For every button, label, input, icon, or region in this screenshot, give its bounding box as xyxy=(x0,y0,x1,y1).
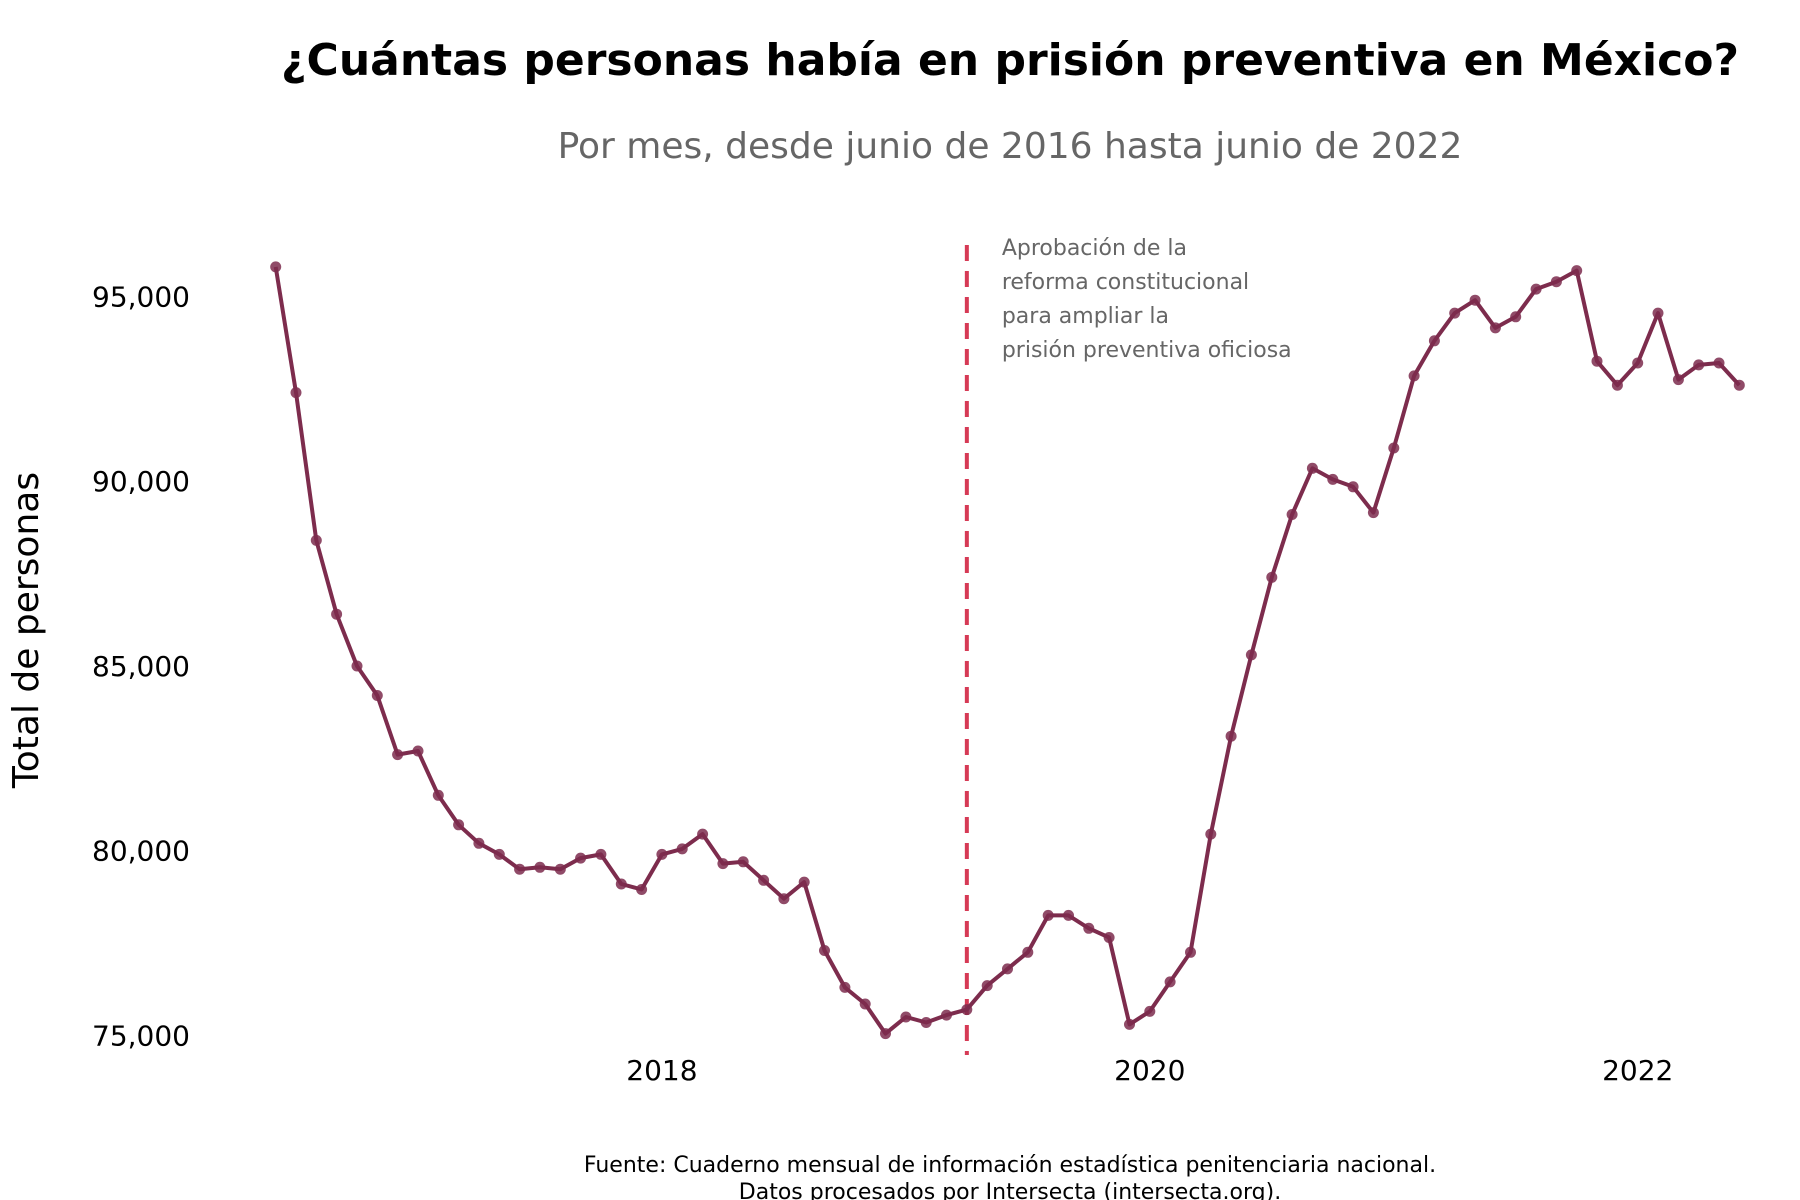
y-axis: 75,000 80,000 85,000 90,000 95,000 xyxy=(92,281,190,1053)
series-line xyxy=(273,266,1741,1036)
data-point xyxy=(534,861,546,873)
data-point xyxy=(1550,276,1562,288)
data-point xyxy=(819,945,830,956)
data-point xyxy=(1327,473,1339,485)
caption-line: Fuente: Cuaderno mensual de información … xyxy=(584,1153,1436,1178)
data-point xyxy=(941,1009,952,1021)
data-point xyxy=(1225,730,1237,742)
data-point xyxy=(1591,355,1603,367)
y-tick-label: 95,000 xyxy=(92,281,190,314)
data-point xyxy=(615,878,627,890)
data-point xyxy=(1144,1005,1156,1017)
data-point xyxy=(1286,509,1298,520)
series-layer xyxy=(270,261,1745,1040)
data-point xyxy=(758,874,770,886)
chart-title: ¿Cuántas personas había en prisión preve… xyxy=(281,35,1739,86)
data-point xyxy=(1388,442,1400,454)
data-point xyxy=(290,387,302,399)
x-tick-label: 2018 xyxy=(626,1054,697,1087)
data-point xyxy=(1185,946,1196,958)
chart-subtitle: Por mes, desde junio de 2016 hasta junio… xyxy=(558,126,1463,167)
data-point xyxy=(432,789,444,801)
data-point xyxy=(351,660,363,672)
data-point xyxy=(1063,909,1074,921)
data-point xyxy=(1632,357,1644,369)
data-point xyxy=(1408,370,1420,382)
data-point xyxy=(1510,311,1522,323)
data-point xyxy=(331,608,343,620)
data-point xyxy=(880,1028,891,1040)
data-point xyxy=(1266,571,1278,583)
data-point xyxy=(717,858,729,870)
data-point xyxy=(371,690,383,701)
data-point xyxy=(1672,374,1684,386)
y-tick-label: 90,000 xyxy=(92,465,190,498)
data-point xyxy=(1002,963,1013,975)
data-point xyxy=(636,884,648,895)
data-point xyxy=(961,1004,973,1016)
y-tick-label: 85,000 xyxy=(92,650,190,683)
data-point xyxy=(1611,379,1623,391)
data-point xyxy=(1367,507,1379,519)
data-point xyxy=(656,848,668,860)
data-point xyxy=(310,534,322,546)
y-tick-label: 80,000 xyxy=(92,835,190,868)
data-point xyxy=(859,998,871,1010)
data-point xyxy=(1042,909,1054,921)
data-point xyxy=(697,828,709,840)
data-point xyxy=(737,856,749,868)
data-point xyxy=(1693,359,1705,371)
data-point xyxy=(473,837,485,849)
data-point xyxy=(1083,922,1095,934)
annotation-text-line: prisión preventiva oficiosa xyxy=(1002,338,1292,363)
data-point xyxy=(1733,379,1745,391)
data-point xyxy=(514,863,526,875)
data-point xyxy=(392,749,404,761)
data-point xyxy=(575,852,587,864)
data-point xyxy=(981,980,993,992)
data-point xyxy=(1022,946,1034,958)
x-axis: 2018 2020 2022 xyxy=(626,1054,1673,1087)
y-axis-title: Total de personas xyxy=(6,472,47,789)
data-point xyxy=(1469,294,1481,306)
annotation-layer: Aprobación de la reforma constitucional pa… xyxy=(964,236,1292,1055)
data-point xyxy=(554,863,566,875)
data-point xyxy=(900,1011,912,1023)
data-point xyxy=(1652,307,1664,319)
annotation-text-line: reforma constitucional xyxy=(1002,270,1249,295)
data-point xyxy=(920,1017,932,1028)
y-tick-label: 75,000 xyxy=(92,1019,190,1052)
x-tick-label: 2022 xyxy=(1602,1054,1673,1087)
data-point xyxy=(453,819,465,831)
data-point xyxy=(412,745,424,757)
annotation-text-line: Aprobación de la xyxy=(1002,236,1187,261)
data-point xyxy=(1103,932,1115,943)
data-point xyxy=(676,843,688,855)
annotation-text-line: para ampliar la xyxy=(1002,304,1169,329)
data-point xyxy=(1124,1018,1135,1030)
x-tick-label: 2020 xyxy=(1114,1054,1185,1087)
data-point xyxy=(1571,265,1583,277)
data-point xyxy=(1428,335,1440,347)
data-point xyxy=(1489,322,1501,334)
data-point xyxy=(1713,357,1725,369)
data-point xyxy=(493,848,505,860)
caption-line: Datos procesados por Intersecta (interse… xyxy=(739,1180,1281,1200)
data-point xyxy=(1347,481,1359,493)
data-point xyxy=(839,981,851,993)
data-point xyxy=(270,261,282,273)
caption: Fuente: Cuaderno mensual de información … xyxy=(584,1153,1436,1200)
data-point xyxy=(595,848,607,860)
data-point xyxy=(1245,649,1257,661)
data-point xyxy=(1205,828,1217,840)
data-point xyxy=(778,893,790,905)
data-point xyxy=(1306,462,1318,474)
data-point xyxy=(1164,976,1176,988)
data-point xyxy=(1449,307,1461,319)
data-point xyxy=(1530,283,1542,295)
data-point xyxy=(798,876,810,888)
